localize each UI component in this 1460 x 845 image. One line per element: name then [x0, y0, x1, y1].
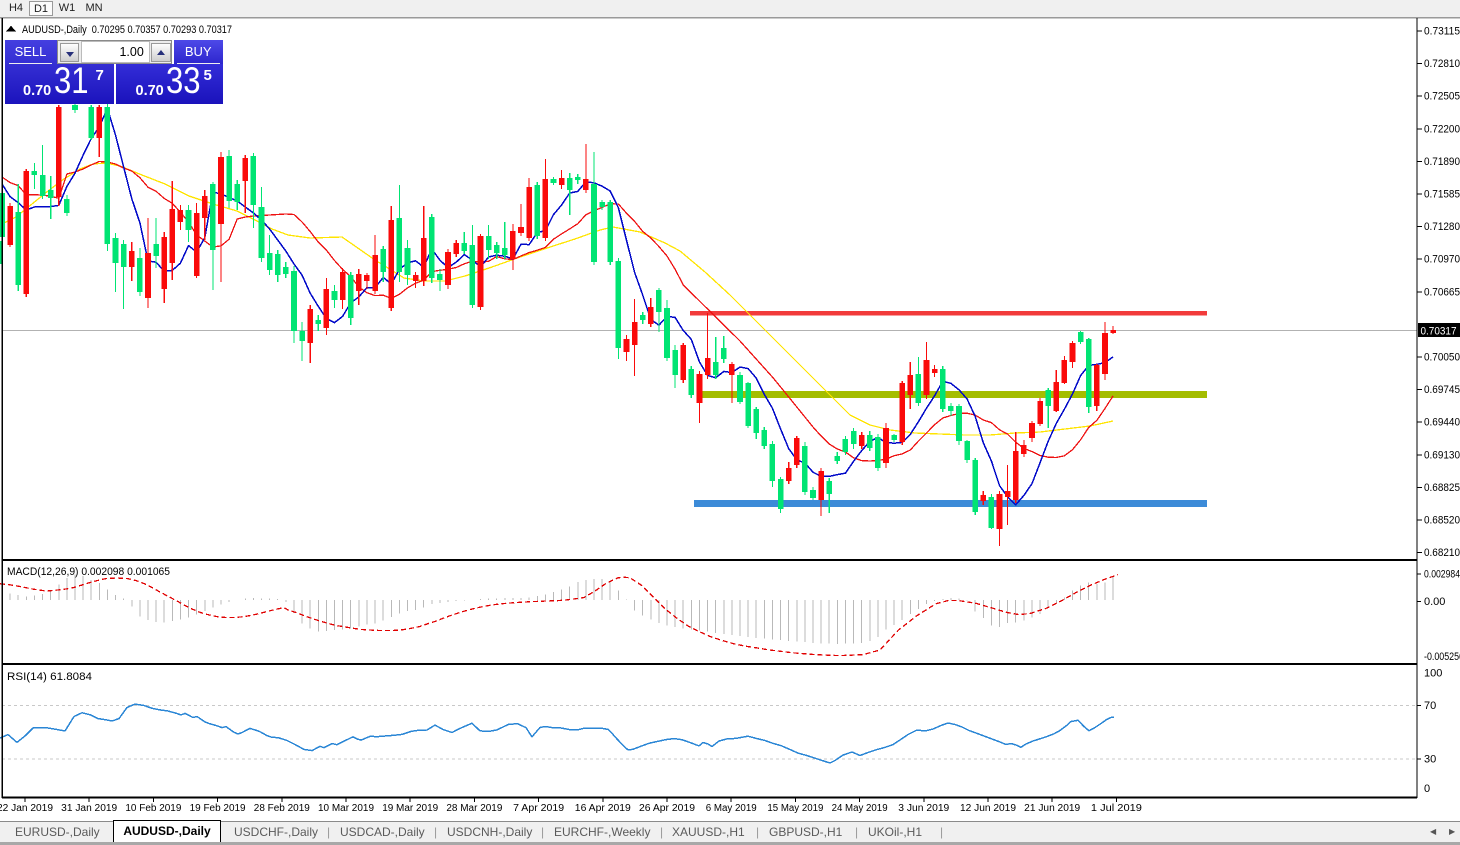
svg-text:RSI(14) 61.8084: RSI(14) 61.8084 — [7, 671, 92, 683]
svg-text:10 Feb 2019: 10 Feb 2019 — [125, 803, 181, 814]
svg-text:28 Feb 2019: 28 Feb 2019 — [254, 803, 310, 814]
svg-text:24 May 2019: 24 May 2019 — [832, 803, 888, 814]
svg-text:0.71890: 0.71890 — [1424, 156, 1460, 168]
svg-text:0.70970: 0.70970 — [1424, 254, 1460, 266]
svg-text:70: 70 — [1424, 700, 1436, 712]
svg-text:7 Apr 2019: 7 Apr 2019 — [513, 803, 564, 814]
svg-text:0.68520: 0.68520 — [1424, 515, 1460, 527]
svg-text:15 May 2019: 15 May 2019 — [767, 803, 823, 814]
svg-text:0.70317: 0.70317 — [1421, 326, 1457, 338]
svg-text:19 Mar 2019: 19 Mar 2019 — [382, 803, 438, 814]
svg-text:0.70050: 0.70050 — [1424, 352, 1460, 364]
svg-text:0: 0 — [1424, 783, 1430, 795]
svg-text:30: 30 — [1424, 754, 1436, 766]
svg-text:0.73115: 0.73115 — [1424, 26, 1460, 38]
svg-text:6 May 2019: 6 May 2019 — [706, 803, 757, 814]
svg-text:10 Mar 2019: 10 Mar 2019 — [318, 803, 374, 814]
svg-text:0.70665: 0.70665 — [1424, 286, 1460, 298]
svg-text:-0.005256: -0.005256 — [1424, 651, 1460, 663]
svg-text:31 Jan 2019: 31 Jan 2019 — [61, 803, 117, 814]
svg-text:MACD(12,26,9) 0.002098 0.00106: MACD(12,26,9) 0.002098 0.001065 — [7, 566, 170, 578]
svg-text:0.002984: 0.002984 — [1424, 569, 1460, 581]
svg-text:16 Apr 2019: 16 Apr 2019 — [575, 803, 631, 814]
svg-text:3 Jun 2019: 3 Jun 2019 — [898, 803, 949, 814]
svg-text:19 Feb 2019: 19 Feb 2019 — [190, 803, 246, 814]
svg-text:0.71280: 0.71280 — [1424, 221, 1460, 233]
svg-text:0.68210: 0.68210 — [1424, 547, 1460, 559]
svg-text:28 Mar 2019: 28 Mar 2019 — [446, 803, 502, 814]
svg-text:0.68825: 0.68825 — [1424, 482, 1460, 494]
svg-text:0.72200: 0.72200 — [1424, 123, 1460, 135]
svg-text:21 Jun 2019: 21 Jun 2019 — [1024, 803, 1080, 814]
svg-text:12 Jun 2019: 12 Jun 2019 — [960, 803, 1016, 814]
svg-text:0.71585: 0.71585 — [1424, 189, 1460, 201]
svg-text:1 Jul 2019: 1 Jul 2019 — [1091, 803, 1142, 814]
svg-text:0.72810: 0.72810 — [1424, 58, 1460, 70]
svg-text:100: 100 — [1424, 668, 1442, 680]
svg-text:0.69440: 0.69440 — [1424, 417, 1460, 429]
svg-text:AUDUSD-,Daily 0.70295 0.70357: AUDUSD-,Daily 0.70295 0.70357 0.70293 0.… — [22, 24, 232, 36]
svg-text:26 Apr 2019: 26 Apr 2019 — [639, 803, 695, 814]
svg-text:0.00: 0.00 — [1424, 596, 1445, 608]
svg-text:22 Jan 2019: 22 Jan 2019 — [0, 803, 53, 814]
svg-text:0.69130: 0.69130 — [1424, 449, 1460, 461]
svg-text:0.69745: 0.69745 — [1424, 384, 1460, 396]
svg-text:0.72505: 0.72505 — [1424, 91, 1460, 103]
